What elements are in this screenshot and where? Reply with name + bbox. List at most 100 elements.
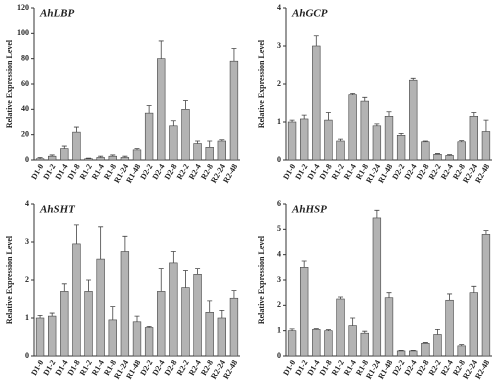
error-bar [447, 293, 453, 301]
bar [72, 243, 81, 357]
bar [481, 234, 491, 357]
error-bar [182, 100, 188, 110]
error-bar [86, 279, 92, 292]
y-tick-label: 0 [25, 155, 29, 164]
error-bar [313, 35, 319, 46]
bar [229, 60, 239, 161]
bar [35, 158, 45, 161]
bar [469, 292, 479, 357]
bar [60, 291, 69, 357]
bar [287, 121, 297, 161]
bar [396, 350, 406, 357]
y-tick-label: 0 [25, 351, 29, 360]
bar [299, 267, 309, 357]
bar [120, 157, 130, 161]
bar [299, 118, 309, 161]
bar [372, 217, 382, 357]
error-bar [350, 93, 356, 95]
error-bar [219, 139, 225, 141]
bar [205, 147, 214, 161]
error-bar [146, 105, 152, 114]
y-tick-label: 20 [21, 129, 29, 138]
bar [372, 125, 382, 161]
y-tick-label: 6 [277, 199, 281, 208]
error-bar [338, 138, 344, 141]
error-bar [158, 268, 164, 292]
error-bar [122, 155, 128, 158]
error-bar [61, 145, 67, 149]
bar [481, 131, 491, 161]
y-tick-label: 80 [21, 53, 29, 62]
bar [217, 140, 227, 161]
y-tick-label: 4 [25, 199, 29, 208]
bar [120, 251, 130, 357]
bar [47, 315, 57, 357]
error-bar [207, 140, 213, 148]
error-bar [289, 119, 295, 122]
error-bar [110, 306, 116, 320]
chart-title: AhLBP [39, 8, 75, 20]
y-tick-label: 1 [277, 325, 281, 334]
error-bar [471, 112, 477, 117]
bar [421, 141, 430, 161]
error-bar [73, 224, 79, 244]
error-bar [422, 342, 428, 344]
y-tick-label: 40 [21, 104, 29, 113]
error-bar [325, 112, 331, 121]
bar [312, 45, 321, 161]
y-axis-label: Relative Expression Level [5, 235, 14, 324]
bar [60, 148, 69, 161]
y-tick-label: 60 [21, 79, 29, 88]
error-bar [134, 148, 140, 150]
chart-title: AhSHT [39, 204, 76, 216]
error-bar [170, 251, 176, 263]
bar [409, 350, 418, 357]
bar [445, 299, 454, 357]
y-tick-label: 120 [17, 3, 29, 12]
error-bar [37, 314, 43, 318]
error-bar [49, 312, 55, 317]
bar [360, 100, 369, 161]
y-axis-label: Relative Expression Level [257, 235, 266, 324]
error-bar [219, 310, 225, 318]
bar [84, 158, 93, 161]
error-bar [231, 290, 237, 299]
error-bar [207, 300, 213, 313]
y-tick-label: 2 [277, 300, 281, 309]
error-bar [182, 270, 188, 288]
error-bar [98, 226, 104, 260]
error-bar [325, 329, 331, 331]
y-tick-label: 2 [277, 79, 281, 88]
bar [205, 311, 214, 357]
error-bar [37, 157, 43, 159]
y-tick-label: 100 [17, 28, 29, 37]
error-bar [313, 328, 319, 330]
bar [229, 297, 239, 357]
y-tick-label: 1 [277, 117, 281, 126]
chart-title: AhGCP [291, 8, 328, 20]
error-bar [434, 153, 440, 155]
error-bar [471, 285, 477, 293]
bar [324, 330, 333, 357]
bar [433, 154, 442, 161]
error-bar [350, 317, 356, 326]
bar [348, 325, 357, 357]
bar [396, 135, 406, 161]
error-bar [61, 283, 67, 292]
bar [457, 345, 466, 357]
bar [35, 317, 45, 357]
error-bar [49, 154, 55, 157]
bar [144, 112, 154, 161]
error-bar [301, 260, 307, 268]
bar [193, 143, 202, 161]
bar [384, 116, 394, 161]
error-bar [170, 120, 176, 126]
y-tick-label: 3 [25, 237, 29, 246]
bar [157, 58, 166, 161]
bar [181, 109, 190, 161]
error-bar [398, 350, 404, 351]
error-bar [410, 77, 416, 81]
y-tick-label: 0 [277, 155, 281, 164]
bar [457, 141, 466, 161]
bar [96, 258, 105, 357]
